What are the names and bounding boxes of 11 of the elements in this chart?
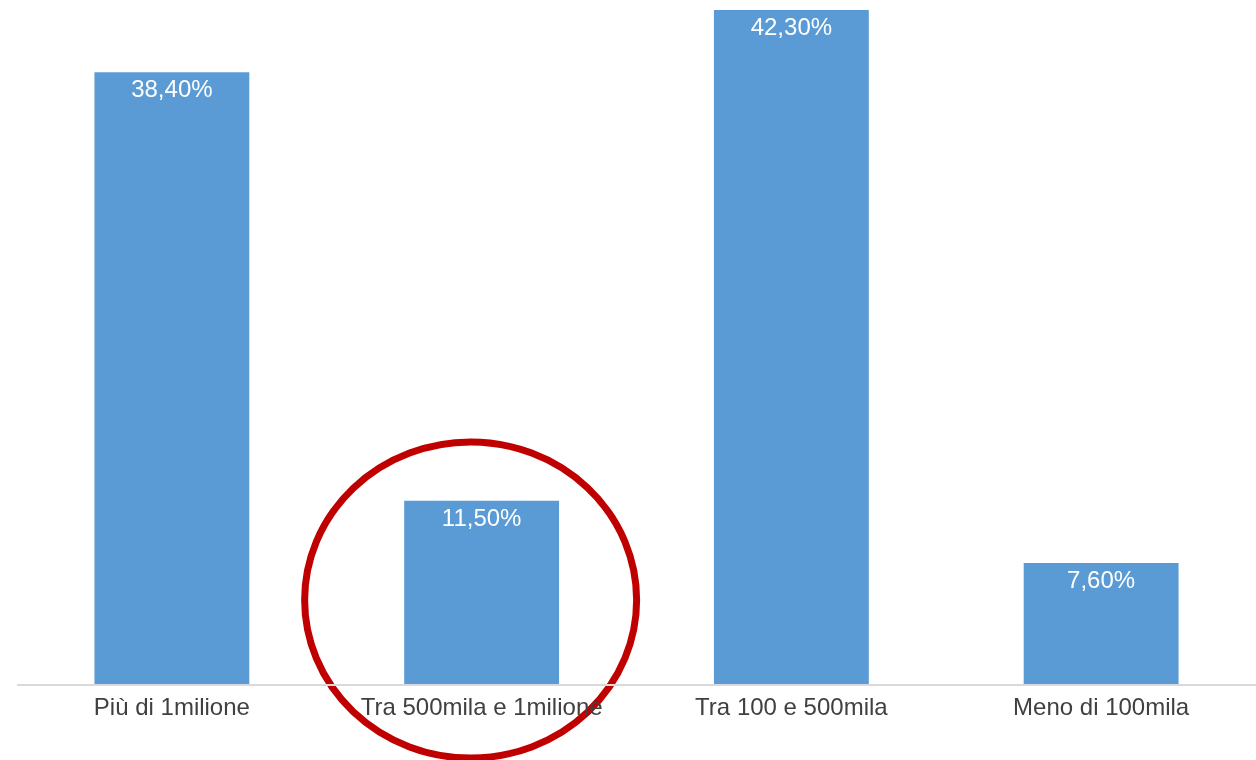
x-tick-label: Meno di 100mila [1013,692,1190,720]
data-label: 38,40% [131,75,213,103]
data-label: 42,30% [750,13,833,40]
data-label: 11,50% [441,503,522,531]
bar [1023,562,1179,684]
bar [713,10,869,684]
data-label: 7,60% [1067,565,1136,593]
bar [94,72,250,684]
x-tick-label: Più di 1milione [93,692,250,720]
bar [404,500,560,684]
x-tick-label: Tra 100 e 500mila [695,692,889,720]
